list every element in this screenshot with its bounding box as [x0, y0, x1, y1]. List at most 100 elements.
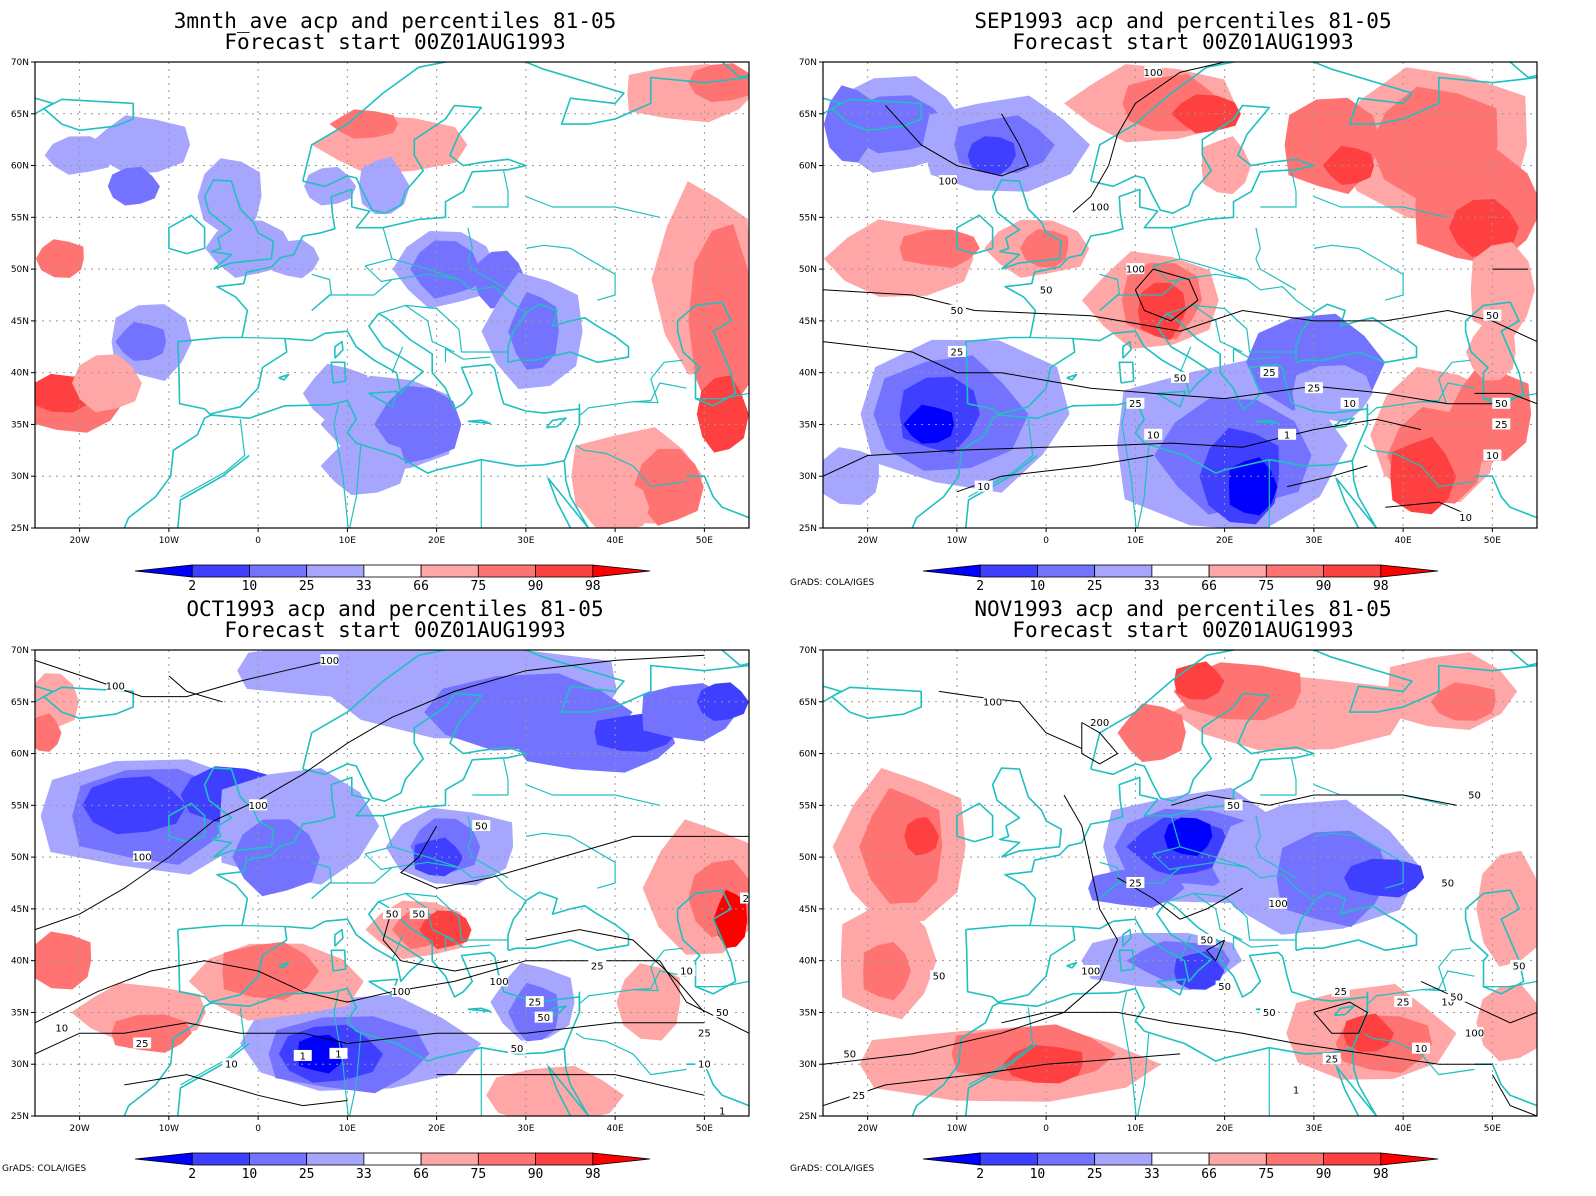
lat-tick-label: 25N [11, 524, 29, 534]
lat-tick-label: 50N [11, 853, 29, 863]
contour-label: 25 [1263, 368, 1276, 379]
shading-area [859, 787, 943, 904]
lat-tick-label: 45N [11, 317, 29, 327]
shading-area [115, 321, 167, 361]
country-border [1166, 304, 1243, 353]
coastline [1004, 752, 1315, 926]
colorbar-label: 90 [1316, 579, 1332, 590]
contour-label: 50 [412, 910, 425, 921]
lat-tick-label: 60N [799, 750, 817, 760]
country-border [579, 382, 687, 416]
coastline [545, 1005, 567, 1017]
coastline [956, 802, 994, 843]
colorbar-swatch [1323, 1152, 1382, 1166]
contour-line [35, 659, 330, 698]
country-border [1313, 832, 1404, 889]
contour-label-bg [472, 820, 491, 832]
contour-label: 25 [1325, 1055, 1338, 1066]
lat-tick-label: 50N [799, 853, 817, 863]
coastline [1464, 301, 1525, 407]
contour-label-bg [1322, 1053, 1341, 1065]
contour-line [1117, 62, 1225, 135]
colorbar: 2 10 25 33 66 75 90 98 [922, 1152, 1439, 1178]
contour-label-bg [1465, 1027, 1484, 1039]
coastline [721, 62, 749, 79]
contour-line [823, 794, 1119, 1065]
country-border [391, 346, 404, 373]
contour-label-bg [329, 1047, 348, 1059]
contour-label: 1 [1293, 1086, 1299, 1097]
colorbar-label: 25 [1087, 1167, 1103, 1178]
colorbar-swatch [1208, 1152, 1267, 1166]
coastline [334, 340, 344, 359]
contour-label: 25 [852, 1091, 865, 1102]
map-panel-sep1993: SEP1993 acp and percentiles 81-05 Foreca… [788, 0, 1578, 590]
coastline [216, 164, 527, 338]
contour-label: 100 [1081, 967, 1100, 978]
coastline-layer [35, 62, 749, 528]
lat-tick-label: 65N [11, 698, 29, 708]
coastline [965, 332, 1114, 415]
contour-label-bg [133, 1037, 152, 1049]
contour-label: 100 [1465, 1029, 1484, 1040]
contour-label-bg [222, 1058, 241, 1070]
lon-tick-label: 40E [1395, 1124, 1412, 1134]
coastline [1335, 1048, 1378, 1116]
lat-tick-label: 60N [11, 750, 29, 760]
contour-label: 100 [1269, 899, 1288, 910]
contour-label-bg [1287, 1084, 1306, 1096]
panel-subtitle: Forecast start 00Z01AUG1993 [224, 30, 566, 54]
coastline [334, 928, 344, 947]
country-border [579, 970, 687, 1004]
shading-area [205, 219, 293, 278]
contour-label: 50 [716, 1008, 729, 1019]
map-frame [34, 61, 750, 529]
contour-label: 100 [983, 697, 1002, 708]
contour-label: 10 [225, 1060, 238, 1071]
colorbar-label: 33 [1144, 579, 1160, 590]
map-figure: 70N 65N 60N 55N 50N 45N 40N 35N 30N 25N 20W 10W 0 10E… [11, 58, 750, 590]
contour-label-bg [938, 175, 957, 187]
shading-area [1164, 817, 1213, 856]
country-border [1166, 892, 1243, 941]
lon-tick-label: 50E [1484, 1124, 1501, 1134]
country-border [467, 227, 509, 291]
lat-tick-label: 30N [799, 472, 817, 482]
shading-area [72, 354, 142, 413]
contour-line [1117, 877, 1243, 920]
contour-label: 1 [335, 1049, 341, 1060]
coastline [1122, 340, 1132, 359]
lon-tick-label: 0 [1043, 536, 1049, 546]
map-panel-oct1993: OCT1993 acp and percentiles 81-05 Foreca… [0, 588, 790, 1178]
coastline [965, 1042, 1038, 1116]
lon-tick-label: 50E [696, 536, 713, 546]
coastline [1066, 373, 1078, 381]
contour-label-bg [947, 304, 966, 316]
contour-label: 100 [1090, 202, 1109, 213]
colorbar-label: 25 [299, 579, 315, 590]
contour-label: 50 [1441, 879, 1454, 890]
colorbar-swatch [1151, 1152, 1210, 1166]
lat-tick-label: 65N [11, 110, 29, 120]
colorbar-label: 66 [1201, 1167, 1217, 1178]
shading-area [579, 478, 650, 528]
contour-label-bg [713, 1104, 732, 1116]
contour-label: 10 [1441, 998, 1454, 1009]
coastline [1118, 361, 1135, 384]
contour-label-bg [1090, 200, 1109, 212]
panel-subtitle: Forecast start 00Z01AUG1993 [1012, 30, 1354, 54]
shading-area [1229, 457, 1278, 516]
shading-area [1430, 682, 1496, 721]
contour-label-bg [293, 1049, 312, 1061]
coastline [1509, 62, 1537, 79]
coastline [1509, 650, 1537, 667]
country-border [1255, 815, 1297, 879]
coastline [1335, 460, 1378, 528]
contour-label: 10 [680, 967, 693, 978]
country-border [525, 196, 660, 218]
coastline [330, 361, 347, 384]
colorbar-label: 33 [356, 1167, 372, 1178]
coastline [676, 889, 737, 995]
colorbar-label: 66 [413, 1167, 429, 1178]
contour-label: 50 [1227, 801, 1240, 812]
